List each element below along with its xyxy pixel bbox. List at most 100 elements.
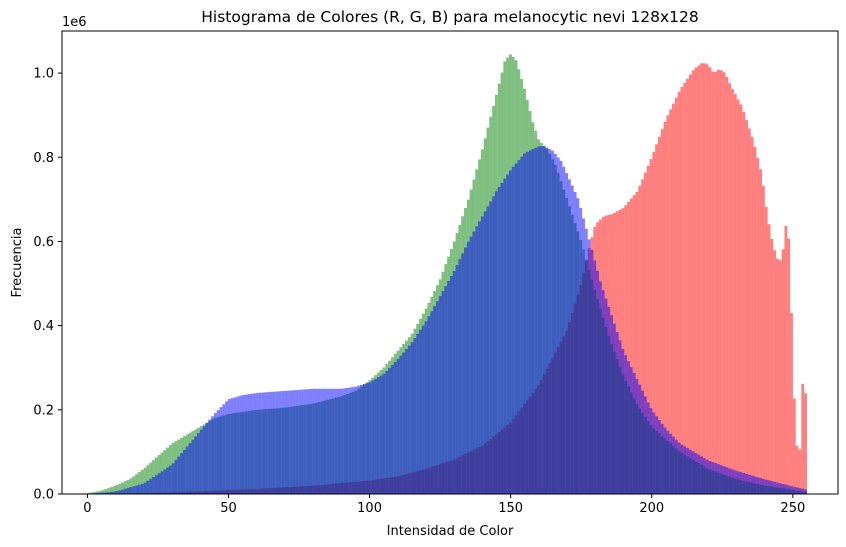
histogram-bar	[795, 487, 799, 494]
histogram-bar	[742, 473, 746, 494]
histogram-bar	[405, 349, 408, 494]
histogram-bar	[174, 459, 178, 494]
histogram-bar	[396, 359, 400, 494]
histogram-bar	[112, 491, 116, 494]
histogram-bar	[629, 198, 633, 495]
histogram-bar	[329, 388, 332, 494]
histogram-bar	[576, 198, 580, 494]
histogram-bar	[632, 195, 636, 494]
histogram-bar	[680, 444, 684, 494]
histogram-bar	[680, 87, 684, 494]
x-axis: 0 50 100 150 200 250	[83, 494, 805, 516]
histogram-bar	[568, 179, 571, 494]
histogram-bar	[778, 260, 782, 494]
histogram-bar	[537, 146, 540, 494]
histogram-bar	[430, 311, 434, 494]
histogram-bar	[90, 492, 94, 494]
histogram-bar	[135, 474, 139, 494]
histogram-bar	[570, 185, 574, 494]
histogram-bar	[295, 389, 299, 494]
histogram-bar	[298, 389, 302, 494]
x-tick-label: 0	[83, 501, 91, 516]
histogram-bar	[416, 333, 420, 494]
histogram-bar	[728, 468, 732, 494]
histogram-bar	[759, 169, 763, 494]
histogram-bar	[115, 485, 119, 494]
histogram-bar	[163, 469, 167, 494]
y-tick-label: 0.2	[33, 403, 54, 418]
histogram-bar	[143, 467, 147, 494]
histogram-bar	[534, 147, 538, 494]
histogram-bar	[531, 149, 535, 494]
histogram-bar	[711, 462, 715, 494]
histogram-bar	[559, 160, 563, 494]
histogram-bar	[146, 465, 150, 494]
histogram-bar	[784, 225, 788, 495]
histogram-bar	[449, 276, 453, 494]
histogram-bar	[731, 88, 734, 494]
histogram-bar	[528, 150, 532, 494]
histogram-bar	[773, 481, 777, 494]
histogram-bar	[590, 249, 594, 494]
histogram-bar	[137, 472, 141, 494]
y-tick-label: 0.8	[33, 151, 54, 166]
histogram-bar	[767, 224, 771, 494]
x-tick-label: 50	[220, 501, 237, 516]
histogram-bar	[635, 191, 639, 494]
histogram-bar	[152, 477, 155, 494]
histogram-bar	[109, 487, 113, 494]
histogram-bar	[118, 490, 122, 494]
histogram-bar	[205, 423, 209, 494]
histogram-bar	[98, 490, 102, 494]
histogram-bar	[264, 392, 268, 494]
histogram-bar	[360, 384, 363, 494]
histogram-bar	[770, 239, 774, 494]
histogram-bar	[93, 491, 96, 494]
histogram-bar	[669, 433, 673, 494]
histogram-bar	[719, 70, 723, 495]
histogram-bar	[211, 416, 214, 494]
histogram-bar	[87, 492, 91, 494]
histogram-bar	[674, 439, 678, 494]
histogram-bar	[480, 216, 484, 494]
histogram-bar	[317, 388, 321, 494]
histogram-bar	[739, 104, 743, 495]
histogram-bar	[747, 474, 751, 494]
histogram-bar	[742, 111, 746, 495]
histogram-bar	[545, 147, 549, 494]
histogram-bar	[753, 476, 757, 494]
histogram-bar	[666, 430, 670, 494]
histogram-bar	[286, 390, 290, 494]
histogram-bar	[717, 464, 720, 494]
histogram-bar	[129, 487, 133, 494]
histogram-bar	[798, 488, 802, 494]
histogram-bar	[643, 396, 647, 494]
histogram-bar	[627, 201, 630, 494]
histogram-bar	[227, 399, 231, 494]
histogram-bar	[649, 159, 653, 494]
histogram-bar	[714, 71, 718, 495]
histogram-bar	[804, 393, 807, 494]
histogram-bar	[486, 206, 490, 494]
histogram-bar	[478, 221, 481, 495]
histogram-bar	[733, 94, 737, 494]
histogram-bar	[627, 361, 630, 494]
histogram-bar	[323, 388, 327, 494]
histogram-bar	[787, 485, 791, 494]
histogram-bar	[365, 383, 369, 494]
histogram-bar	[688, 449, 692, 494]
histogram-bar	[331, 388, 335, 494]
histogram-bar	[345, 387, 349, 494]
histogram-bar	[427, 316, 431, 494]
histogram-bar	[731, 469, 734, 494]
histogram-bar	[781, 483, 785, 494]
histogram-bar	[733, 470, 737, 494]
histogram-bar	[565, 173, 569, 494]
histogram-bar	[123, 488, 127, 494]
histogram-bar	[646, 402, 650, 494]
histogram-bar	[694, 453, 698, 494]
histogram-bar	[157, 473, 161, 494]
histogram-bar	[315, 388, 318, 494]
histogram-bar	[213, 413, 217, 494]
histogram-bar	[239, 395, 243, 494]
